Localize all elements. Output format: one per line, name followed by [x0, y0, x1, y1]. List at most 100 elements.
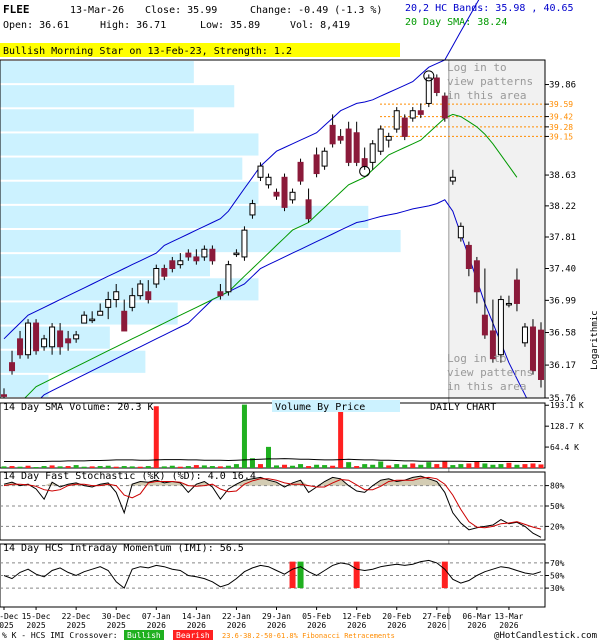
candle-down — [161, 268, 168, 277]
volume-bar — [121, 466, 127, 468]
date-label-year: 2026 — [467, 621, 486, 630]
volume-bar — [306, 466, 312, 468]
volume-bar — [241, 404, 247, 468]
volume-bar — [450, 465, 456, 468]
volume-bar — [169, 465, 175, 468]
candle-down — [9, 362, 16, 372]
volume-bar — [426, 462, 432, 468]
candle-down — [353, 132, 360, 163]
date-label-year: 2026 — [147, 621, 166, 630]
stochastic-k-line — [3, 475, 542, 538]
candle-down — [185, 252, 192, 258]
volume-by-price-bar — [0, 157, 243, 180]
volume-bar — [370, 464, 376, 468]
candle-down — [417, 110, 424, 115]
volume-bar — [274, 465, 280, 468]
volume-bar — [322, 465, 328, 468]
date-label-day: 22-Dec — [62, 612, 91, 621]
volume-bar — [530, 463, 536, 468]
fib-tick-label: 39.28 — [549, 123, 573, 132]
volume-bar — [1, 466, 7, 468]
volume-bar — [233, 464, 239, 468]
volume-bar — [81, 466, 87, 468]
candle-up — [41, 338, 48, 348]
candle-down — [145, 291, 152, 301]
date-label-year: 2026 — [307, 621, 326, 630]
volume-bar — [201, 465, 207, 468]
bullish-legend-swatch — [124, 630, 164, 640]
volume-bar — [25, 465, 31, 468]
candle-down — [465, 244, 472, 270]
low-label: Low: 35.89 — [200, 20, 260, 31]
login-note-bottom: Log in to — [447, 352, 507, 365]
candle-down — [169, 260, 176, 270]
price-tick-label: 36.99 — [549, 296, 576, 306]
candle-down — [337, 135, 344, 141]
fib-tick-label: 39.59 — [549, 100, 573, 109]
daily-chart-label: DAILY CHART — [430, 402, 496, 413]
volume-bar — [482, 463, 488, 468]
pattern-highlight — [0, 43, 400, 57]
candle-down — [313, 154, 320, 175]
volume-bar — [177, 466, 183, 468]
pattern-marker-circle — [359, 165, 371, 177]
volume-tick-label: 128.7 K — [550, 422, 584, 431]
volume-bar — [442, 461, 448, 468]
candle-up — [73, 334, 80, 340]
candle-up — [505, 302, 512, 306]
candle-down — [441, 95, 448, 119]
volume-bar — [418, 464, 424, 468]
volume-bar — [185, 466, 191, 468]
volume-bar — [346, 462, 352, 468]
stochastic-overbought-fill — [4, 476, 541, 486]
candle-up — [521, 326, 528, 344]
volume-bar — [193, 465, 199, 468]
volume-by-price-bar — [0, 133, 259, 156]
date-label-day: 07-Jan — [142, 612, 171, 621]
candle-down — [401, 117, 408, 137]
date-label-year: 2026 — [267, 621, 286, 630]
bullish-legend-text: Bullish — [127, 631, 161, 640]
login-note-top: Log in to — [447, 61, 507, 74]
candle-up — [321, 150, 328, 167]
volume-bar — [474, 461, 480, 468]
volume-bar — [362, 464, 368, 468]
candle-down — [121, 310, 128, 332]
candle-down — [481, 314, 488, 336]
volume-bar — [490, 464, 496, 468]
change-label: Change: -0.49 (-1.3 %) — [250, 5, 382, 16]
fibonacci-legend-text: 23.6-38.2-50-61.8% Fibonacci Retracement… — [222, 632, 395, 640]
price-frame — [0, 59, 546, 399]
imi-tick-label: 30% — [550, 584, 565, 593]
candle-up — [113, 291, 120, 301]
candle-down — [473, 260, 480, 293]
candle-down — [305, 199, 312, 220]
candle-down — [297, 161, 304, 182]
date-label-year: 2026 — [427, 621, 446, 630]
candle-up — [49, 326, 56, 348]
volume-by-price-bar — [0, 254, 210, 277]
price-tick-label: 36.17 — [549, 361, 576, 371]
volume-bar — [338, 403, 344, 468]
volume-bar — [145, 466, 151, 468]
volume-bar — [354, 466, 360, 468]
volume-bar — [466, 463, 472, 468]
volume-by-price-bar — [0, 85, 235, 108]
date-label: 13-Mar-26 — [70, 5, 124, 16]
bands-label: 20,2 HC Bands: 35.98 , 40.65 — [405, 3, 574, 14]
copyright-text: @HotCandlestick.com — [494, 631, 597, 640]
volume-bar — [498, 464, 504, 468]
volume-bar — [506, 462, 512, 468]
login-note-bottom: view patterns — [447, 366, 533, 379]
volume-bar — [9, 466, 15, 468]
price-series-group — [3, 0, 528, 398]
candle-up — [97, 310, 104, 316]
candle-down — [193, 256, 200, 262]
volume-bar — [17, 466, 23, 468]
candle-down — [529, 326, 536, 372]
date-label-year: 2026 — [227, 621, 246, 630]
open-label: Open: 36.61 — [3, 20, 69, 31]
candle-down — [513, 279, 520, 304]
candle-up — [425, 77, 432, 104]
